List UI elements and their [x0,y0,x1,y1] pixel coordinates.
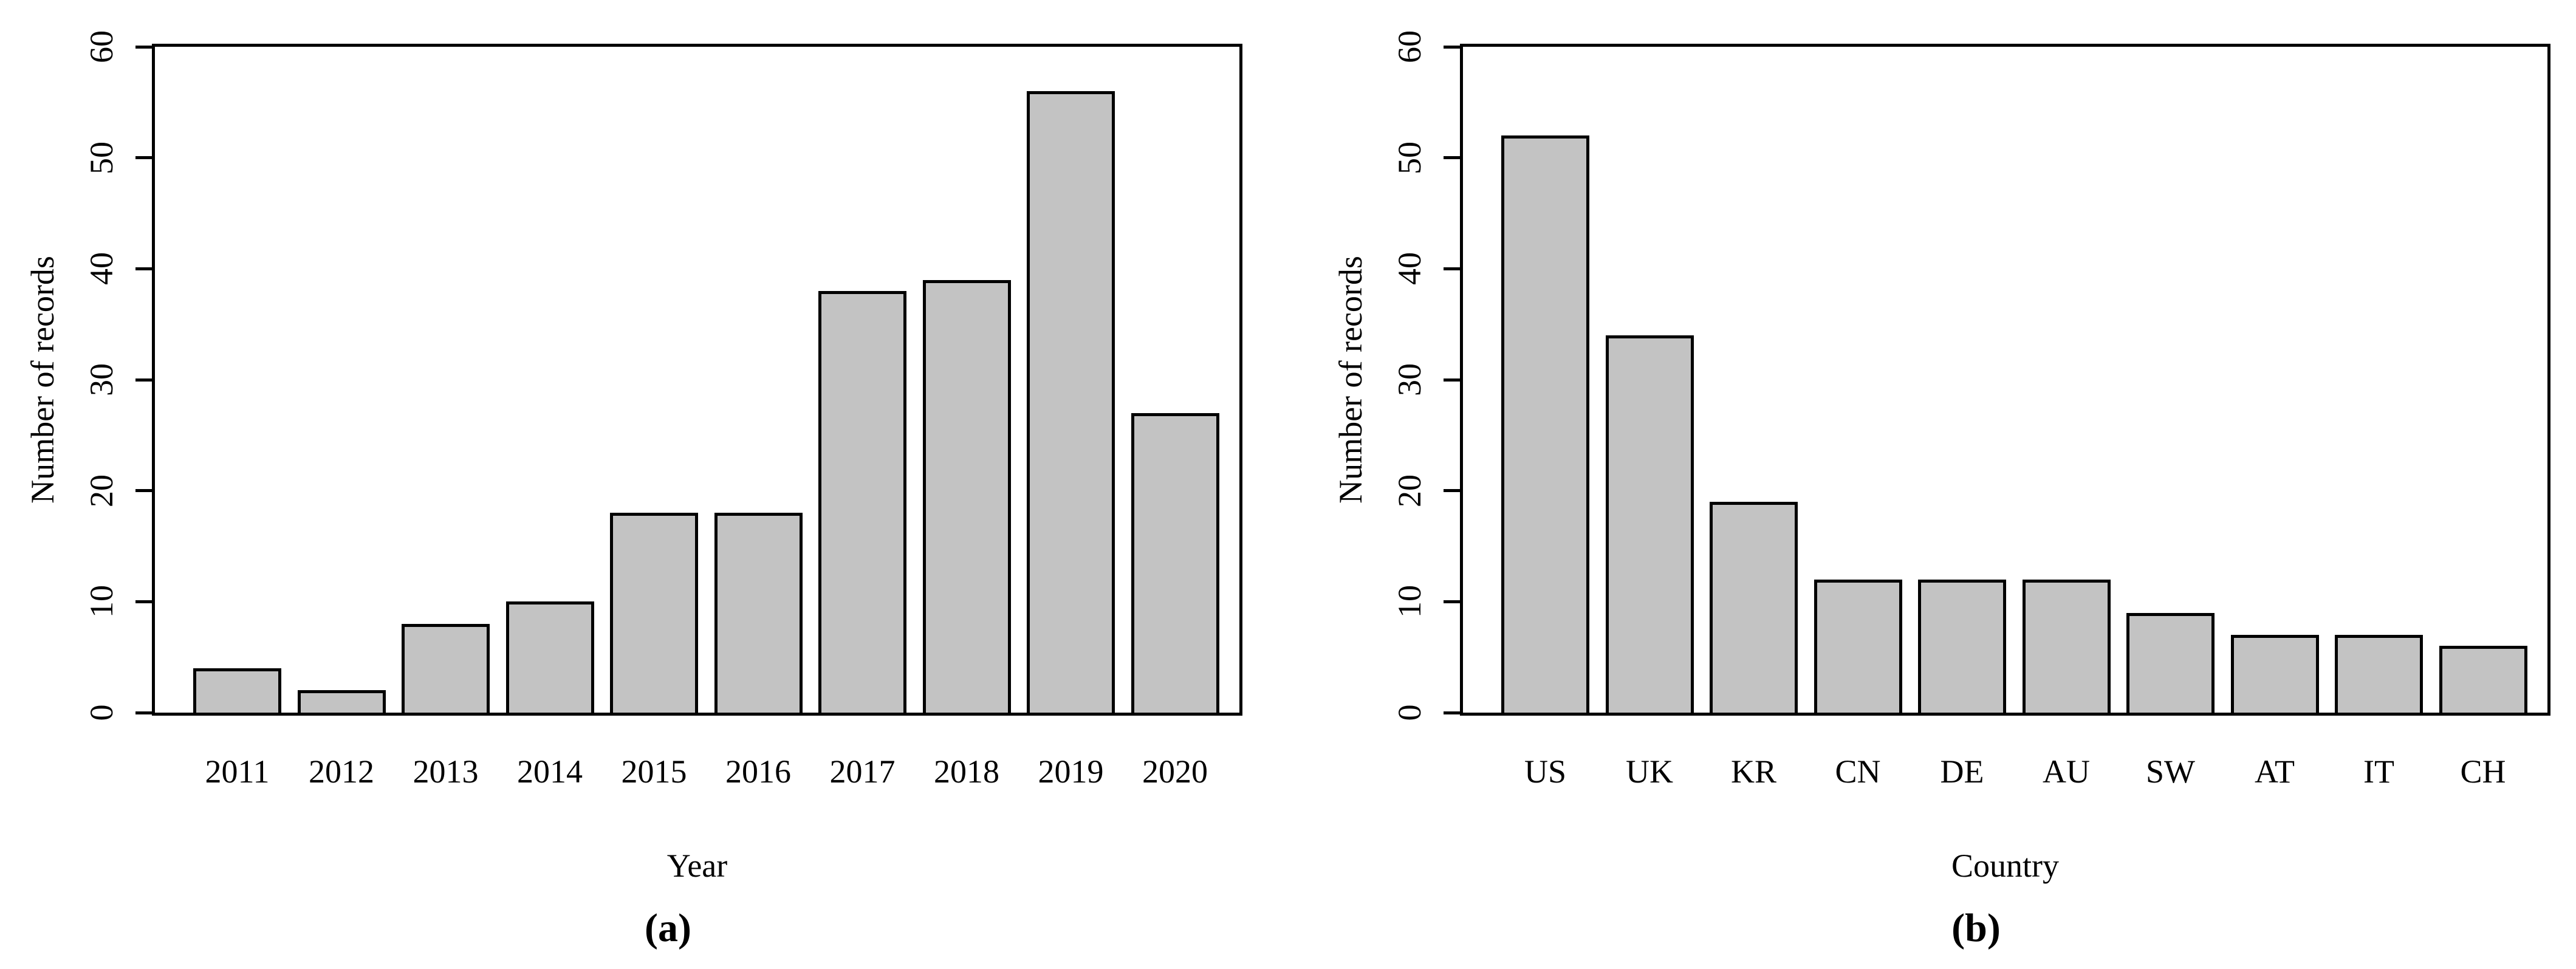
y-axis-title: Number of records [24,256,61,504]
x-tick-label: 2012 [309,753,374,790]
x-tick-label: 2017 [829,753,896,790]
y-tick-mark [135,156,152,160]
y-tick-mark [135,711,152,714]
y-tick-label: 40 [83,252,120,286]
x-tick-label: 2014 [517,753,583,790]
bar-UK [1605,335,1694,713]
x-tick-label: 2020 [1142,753,1208,790]
x-tick-label: AU [2043,753,2090,790]
y-tick-label: 50 [83,141,120,174]
x-tick-label: IT [2363,753,2394,790]
x-axis-title: Year [666,847,728,884]
x-tick-label: UK [1626,753,1673,790]
bar-2018 [922,279,1011,713]
y-tick-label: 20 [1391,474,1428,507]
y-tick-label: 60 [83,30,120,63]
x-tick-label: KR [1730,753,1777,790]
y-tick-mark [1444,711,1460,714]
bar-CN [1814,579,1902,713]
x-tick-label: SW [2146,753,2195,790]
bar-AT [2230,635,2319,713]
y-tick-label: 10 [83,585,120,618]
plot-area-b: 0 10 20 30 40 50 60 US UK KR CN DE AU SW AT IT CH [1391,30,2550,788]
bar-CH [2439,646,2527,713]
x-tick-label: CH [2460,753,2506,790]
y-tick-label: 40 [1391,252,1428,286]
y-tick-mark [1444,156,1460,160]
x-tick-label: 2018 [934,753,999,790]
y-tick-mark [1444,378,1460,382]
y-tick-mark [1444,267,1460,270]
x-tick-label: AT [2255,753,2295,790]
bar-2011 [193,668,281,713]
y-tick-label: 60 [1391,30,1428,63]
x-tick-label: 2011 [205,753,270,790]
y-tick-label: 50 [1391,141,1428,174]
x-tick-label: CN [1835,753,1881,790]
y-tick-mark [1444,489,1460,493]
x-tick-label: 2013 [413,753,479,790]
plot-area-a: 0 10 20 30 40 50 60 2011 2012 2013 2014 2015 2016 201… [83,30,1242,788]
y-tick-mark [135,267,152,270]
x-tick-label: US [1524,753,1567,790]
y-tick-label: 30 [1391,363,1428,396]
y-tick-label: 20 [83,474,120,507]
y-axis-title: Number of records [1332,256,1369,504]
bar-AU [2022,579,2111,713]
bar-2019 [1027,91,1115,713]
y-tick-label: 10 [1391,585,1428,618]
bar-2014 [505,601,594,713]
bar-2015 [610,513,698,713]
y-tick-label: 0 [83,704,120,721]
x-tick-label: 2019 [1038,753,1104,790]
y-tick-mark [1444,600,1460,603]
bar-2012 [297,690,386,713]
subfigure-caption-a: (a) [645,906,691,950]
y-tick-mark [135,45,152,49]
bar-KR [1710,501,1798,713]
bar-SW [2126,612,2215,713]
subfigure-caption-b: (b) [1951,906,2001,950]
bar-2013 [402,623,490,713]
y-tick-label: 30 [83,363,120,396]
x-axis-title: Country [1951,847,2060,884]
bar-2017 [818,290,906,713]
bar-IT [2335,635,2423,713]
bar-DE [1918,579,2006,713]
bar-2020 [1131,413,1219,713]
bar-US [1501,135,1589,713]
y-tick-label: 0 [1391,704,1428,721]
y-tick-mark [135,489,152,493]
y-tick-mark [1444,45,1460,49]
x-tick-label: 2016 [725,753,791,790]
x-tick-label: DE [1940,753,1984,790]
y-tick-mark [135,378,152,382]
y-tick-mark [135,600,152,603]
bar-2016 [714,513,803,713]
subfigure-a: Number of records 0 10 20 30 40 50 60 2011 2012 2… [24,30,1242,948]
subfigure-b: Number of records 0 10 20 30 40 50 60 US UK KR CN D… [1332,30,2550,948]
x-tick-label: 2015 [621,753,687,790]
